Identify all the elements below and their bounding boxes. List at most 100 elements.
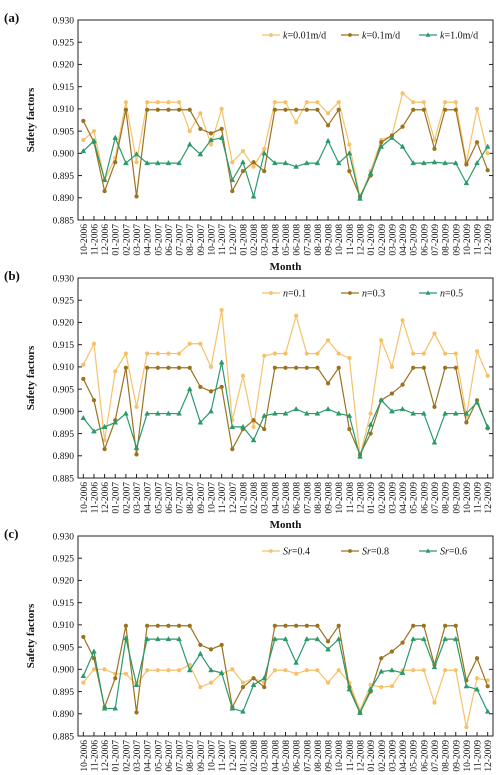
data-point xyxy=(144,159,150,166)
data-point xyxy=(293,120,299,125)
data-point xyxy=(400,91,405,96)
data-point xyxy=(176,635,182,642)
data-point xyxy=(176,410,182,416)
data-point xyxy=(463,410,470,416)
x-tick-label: 08-2008 xyxy=(314,740,324,772)
x-tick-label: 10-2006 xyxy=(80,482,90,514)
data-point xyxy=(315,351,320,356)
data-point xyxy=(410,159,417,166)
data-point xyxy=(208,136,214,143)
x-tick-label: 04-2007 xyxy=(144,740,154,772)
data-point xyxy=(240,708,246,714)
data-point xyxy=(421,351,426,356)
data-point xyxy=(261,675,268,681)
x-tick-label: 01-2008 xyxy=(239,740,249,772)
data-point xyxy=(80,147,87,154)
data-point xyxy=(102,188,107,194)
x-tick-label: 04-2008 xyxy=(271,482,281,514)
y-tick-label: 0.910 xyxy=(53,621,75,631)
x-tick-label: 11-2006 xyxy=(90,740,100,772)
x-tick-label: 09-2007 xyxy=(197,224,207,256)
data-point xyxy=(431,663,438,670)
x-tick-label: 12-2006 xyxy=(101,482,111,514)
y-tick-label: 0.920 xyxy=(53,577,75,587)
data-point xyxy=(240,373,246,378)
y-tick-label: 0.930 xyxy=(53,532,75,542)
legend-label: Sr=0.4 xyxy=(283,547,310,558)
data-point xyxy=(219,642,224,648)
data-point xyxy=(431,159,438,165)
y-tick-label: 0.900 xyxy=(53,408,75,418)
y-tick-label: 0.890 xyxy=(53,194,75,204)
data-point xyxy=(176,365,182,370)
panel-label: (b) xyxy=(4,268,20,283)
data-point xyxy=(154,410,161,416)
data-point xyxy=(389,364,395,370)
data-point xyxy=(208,389,214,394)
data-point xyxy=(378,668,385,674)
data-point xyxy=(293,405,299,412)
x-tick-label: 12-2008 xyxy=(356,224,366,256)
data-point xyxy=(165,635,172,642)
data-point xyxy=(325,111,331,116)
data-point xyxy=(347,142,352,147)
data-point xyxy=(101,423,108,429)
data-point xyxy=(219,126,224,132)
y-tick-label: 0.915 xyxy=(53,599,75,609)
data-point xyxy=(251,418,256,423)
y-tick-label: 0.925 xyxy=(53,555,75,565)
data-point xyxy=(453,365,458,370)
data-point xyxy=(389,134,395,140)
data-point xyxy=(251,164,256,169)
legend-marker xyxy=(425,290,431,295)
legend-label: Sr=0.6 xyxy=(440,547,467,558)
data-point xyxy=(293,107,299,112)
data-point xyxy=(357,709,363,715)
data-point xyxy=(80,672,87,679)
data-point xyxy=(123,100,129,105)
data-point xyxy=(240,159,246,165)
plot-frame xyxy=(77,19,494,221)
legend-label: k=0.01m/d xyxy=(283,31,326,42)
data-point xyxy=(81,634,86,640)
y-tick-label: 0.925 xyxy=(53,39,75,49)
legend-marker xyxy=(348,549,352,553)
x-tick-label: 01-2009 xyxy=(367,482,377,514)
data-point xyxy=(474,686,480,692)
data-point xyxy=(272,351,278,356)
x-tick-label: 03-2009 xyxy=(388,224,398,256)
x-tick-label: 01-2007 xyxy=(112,740,122,772)
x-tick-label: 05-2007 xyxy=(154,740,164,772)
x-tick-label: 10-2008 xyxy=(335,224,345,256)
data-point xyxy=(112,134,119,140)
legend-marker xyxy=(425,548,431,553)
data-point xyxy=(176,623,182,628)
data-point xyxy=(304,623,309,628)
x-tick-label: 02-2008 xyxy=(250,482,260,514)
series-3 xyxy=(80,134,491,201)
data-point xyxy=(165,159,172,166)
data-point xyxy=(336,365,341,370)
panel-label: (a) xyxy=(4,10,19,25)
y-tick-label: 0.920 xyxy=(53,61,75,71)
x-tick-label: 12-2006 xyxy=(101,224,111,256)
series-2 xyxy=(81,107,490,199)
data-point xyxy=(411,668,416,673)
x-tick-label: 07-2008 xyxy=(303,224,313,256)
x-tick-label: 09-2009 xyxy=(452,740,462,772)
data-point xyxy=(315,365,320,370)
data-point xyxy=(101,176,108,183)
data-point xyxy=(144,635,150,642)
data-point xyxy=(399,669,406,675)
legend-marker xyxy=(425,32,431,37)
data-point xyxy=(463,683,470,689)
data-point xyxy=(304,668,309,673)
data-point xyxy=(325,680,331,685)
data-point xyxy=(123,671,129,676)
data-point xyxy=(410,635,417,642)
data-point xyxy=(113,676,118,681)
data-point xyxy=(176,351,182,356)
data-point xyxy=(154,159,161,166)
data-point xyxy=(453,668,458,673)
